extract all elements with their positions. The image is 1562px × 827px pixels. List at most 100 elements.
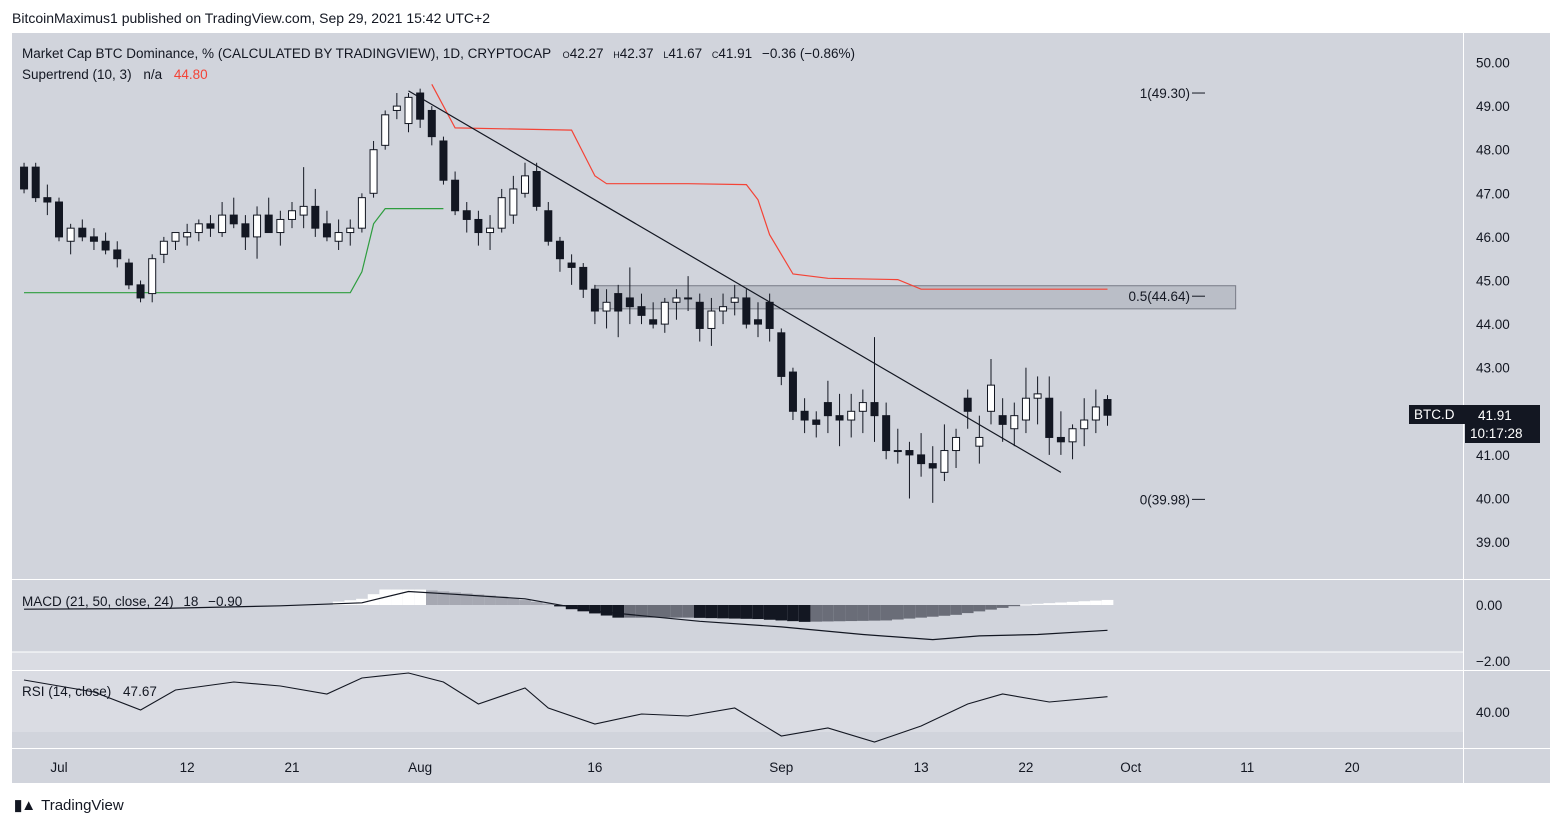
candle — [1103, 395, 1112, 426]
candle — [229, 197, 238, 229]
macd-histogram-bar — [950, 605, 962, 615]
macd-histogram-bar — [507, 598, 520, 605]
candle-body — [55, 201, 63, 238]
candle-body — [346, 227, 355, 234]
macd-histogram-bar — [391, 589, 403, 605]
chart-svg[interactable]: 1(49.30) 0.5(44.64) 0(39.98) 50.00 49.00 48.… — [12, 33, 1550, 783]
candle-body — [113, 249, 122, 260]
candle — [835, 393, 844, 447]
price-axis-tick: 47.00 — [1476, 186, 1510, 201]
macd-histogram-bar — [647, 605, 659, 618]
macd-histogram-bar — [589, 605, 601, 614]
candle — [684, 276, 693, 312]
macd-histogram-bar — [763, 605, 776, 620]
candle — [928, 446, 937, 503]
candle — [101, 232, 110, 255]
candle — [124, 258, 133, 290]
macd-histogram-bar — [612, 605, 625, 618]
candle-body — [963, 397, 972, 412]
candle-body — [194, 223, 203, 234]
candle-body — [882, 415, 891, 452]
candle-body — [649, 319, 658, 325]
macd-histogram-bar — [1066, 601, 1079, 605]
candle — [381, 110, 390, 150]
candle-body — [835, 415, 844, 421]
macd-histogram-bar — [752, 605, 764, 620]
candle — [194, 219, 203, 242]
macd-histogram-bar — [1055, 602, 1067, 605]
candle-body — [66, 227, 75, 242]
candle-body — [311, 205, 320, 229]
candle — [695, 293, 704, 342]
candle-body — [917, 454, 926, 465]
series-title: Market Cap BTC Dominance, % (CALCULATED … — [22, 46, 551, 61]
candle — [462, 202, 471, 233]
price-axis-tick: 50.00 — [1476, 56, 1510, 71]
time-axis-tick: Oct — [1120, 760, 1141, 775]
macd-histogram-bar — [437, 591, 450, 605]
supertrend-legend[interactable]: Supertrend (10, 3) n/a 44.80 — [22, 67, 208, 82]
macd-histogram-bar — [495, 596, 508, 605]
publisher-author: BitcoinMaximus1 — [12, 10, 118, 26]
candle-body — [823, 402, 832, 417]
candle-body — [89, 236, 98, 242]
candle — [905, 441, 914, 499]
macd-histogram-bar — [635, 605, 648, 618]
candle — [78, 219, 87, 242]
candle-body — [486, 227, 495, 234]
candle — [206, 215, 215, 237]
macd-histogram-bar — [775, 605, 788, 621]
candle — [707, 297, 716, 346]
candle-body — [788, 371, 797, 412]
candle — [136, 280, 145, 303]
candle-body — [521, 175, 529, 194]
candle — [917, 433, 926, 477]
candle — [555, 236, 564, 272]
candle — [579, 263, 588, 298]
ohlc-low-key: L — [663, 50, 668, 60]
ohlc-low: 41.67 — [668, 46, 702, 61]
candle-body — [404, 96, 413, 125]
chart-frame[interactable]: 1(49.30) 0.5(44.64) 0(39.98) 50.00 49.00 48.… — [12, 33, 1550, 788]
macd-histogram-bar — [600, 605, 613, 616]
candle-body — [381, 114, 390, 146]
candle — [870, 337, 879, 442]
candle-body — [1021, 397, 1030, 421]
candle-body — [148, 258, 157, 295]
rsi-legend[interactable]: RSI (14, close) 47.67 — [22, 684, 157, 699]
supertrend-label: Supertrend (10, 3) — [22, 67, 132, 82]
candle — [43, 184, 52, 216]
candle — [637, 293, 646, 325]
macd-histogram-bar — [414, 589, 426, 605]
ohlc-high: 42.37 — [620, 46, 654, 61]
candle-body — [369, 149, 378, 194]
candle — [89, 228, 98, 250]
publisher-text: published on TradingView.com, Sep 29, 20… — [121, 10, 490, 26]
price-axis-tick: 39.00 — [1476, 535, 1510, 550]
descending-trendline — [408, 90, 1062, 473]
candle-body — [567, 262, 576, 268]
macd-histogram-bar — [519, 600, 531, 605]
macd-line — [23, 590, 1108, 641]
candle — [1045, 376, 1054, 455]
brand[interactable]: ▮▲ TradingView — [14, 796, 124, 815]
candle-body — [392, 105, 401, 111]
rsi-value: 47.67 — [123, 684, 157, 699]
candle — [148, 254, 157, 303]
candle — [486, 215, 495, 250]
candle-body — [1068, 428, 1077, 443]
macd-histogram-bar — [542, 603, 555, 605]
macd-histogram-bar — [903, 605, 916, 619]
candle-body — [1010, 415, 1019, 430]
candle-body — [159, 240, 168, 255]
candle-body — [253, 214, 262, 238]
macd-histogram-bar — [728, 605, 741, 619]
candle-body — [975, 436, 984, 447]
candle-body — [229, 214, 238, 225]
candle-body — [1080, 419, 1089, 430]
macd-histogram-bar — [693, 605, 706, 618]
candle-body — [555, 240, 564, 260]
macd-legend[interactable]: MACD (21, 50, close, 24) 18 −0.90 — [22, 594, 242, 609]
candle-body — [288, 210, 296, 220]
rsi-label: RSI (14, close) — [22, 684, 111, 699]
